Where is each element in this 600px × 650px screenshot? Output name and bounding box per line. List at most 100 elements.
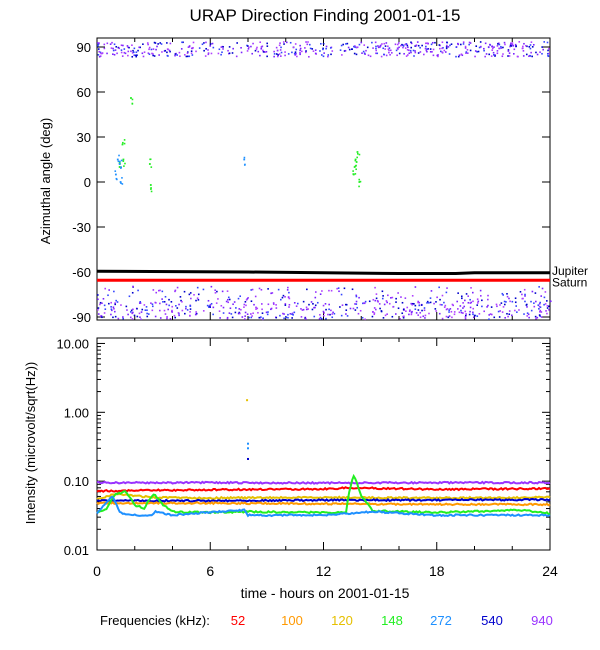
azimuth-band-point (267, 303, 270, 306)
azimuth-band-point (97, 54, 100, 56)
azimuth-band-point (386, 301, 388, 304)
azimuth-band-point (487, 304, 489, 307)
azimuth-band-point (539, 51, 541, 53)
azimuth-band-point (441, 294, 444, 297)
azimuth-band-point (501, 311, 504, 313)
azimuth-band-point (444, 51, 447, 53)
azimuth-band-point (363, 52, 366, 55)
azimuth-band-point (257, 50, 260, 53)
azimuth-band-point (531, 55, 533, 58)
azimuth-band-point (346, 315, 349, 317)
azimuth-band-point (287, 296, 290, 299)
azimuth-band-point (451, 316, 453, 319)
azimuth-band-point (112, 53, 114, 56)
azimuth-band-point (464, 45, 467, 48)
azimuth-band-point (232, 47, 234, 50)
azimuth-band-point (165, 303, 168, 306)
azimuth-band-point (514, 309, 516, 312)
azimuth-band-point (258, 287, 261, 290)
azimuth-band-point (220, 46, 223, 48)
azimuth-band-point (484, 55, 486, 58)
legend-item-148: 148 (381, 613, 403, 628)
azimuth-point (115, 177, 118, 180)
azimuth-band-point (507, 55, 509, 57)
azimuth-band-point (247, 45, 249, 47)
azimuth-band-point (378, 303, 381, 305)
azimuth-band-point (225, 300, 228, 303)
azimuth-point (121, 183, 124, 185)
azimuth-band-point (491, 49, 494, 51)
azimuth-band-point (322, 314, 325, 317)
azimuth-band-point (141, 308, 144, 311)
azimuth-band-point (311, 48, 314, 50)
azimuth-band-point (212, 313, 214, 316)
azimuth-band-point (299, 53, 301, 56)
azimuth-band-point (296, 55, 298, 58)
x-tick-label: 6 (206, 563, 214, 579)
azimuth-band-point (246, 44, 248, 47)
azimuth-band-point (340, 314, 343, 317)
azimuth-point (148, 163, 151, 165)
azimuth-band-point (207, 53, 210, 56)
azimuth-band-point (499, 304, 501, 306)
azimuth-band-point (186, 51, 189, 53)
azimuth-band-point (394, 43, 397, 46)
azimuth-band-point (496, 305, 498, 308)
azimuth-band-point (186, 52, 189, 54)
azimuth-band-point (385, 42, 388, 44)
azimuth-band-point (108, 289, 110, 291)
azimuth-band-point (264, 51, 267, 53)
azimuth-band-point (322, 304, 325, 307)
azimuth-band-point (312, 50, 315, 52)
azimuth-band-point (139, 46, 141, 49)
azimuth-band-point (424, 47, 427, 50)
azimuth-band-point (196, 297, 199, 299)
azimuth-band-point (414, 286, 417, 288)
azimuth-band-point (283, 43, 285, 45)
azimuth-band-point (538, 314, 541, 316)
azimuth-band-point (465, 293, 468, 295)
azimuth-band-point (539, 306, 542, 309)
azimuth-band-point (135, 54, 137, 57)
legend-item-100: 100 (281, 613, 303, 628)
azimuth-band-point (210, 285, 213, 288)
azimuth-band-point (232, 303, 234, 306)
azimuth-band-point (152, 52, 154, 55)
azimuth-band-point (276, 55, 279, 58)
azimuth-band-point (402, 316, 405, 319)
azimuth-band-point (314, 306, 316, 309)
azimuth-point (119, 181, 122, 183)
azimuth-band-point (493, 46, 495, 48)
azimuth-band-point (211, 42, 214, 45)
azimuth-band-point (275, 46, 278, 49)
azimuth-band-point (131, 44, 133, 47)
azimuth-band-point (351, 288, 354, 291)
azimuth-band-point (537, 304, 540, 306)
azimuth-band-point (185, 305, 187, 308)
azimuth-band-point (137, 289, 139, 292)
intensity-point (246, 399, 249, 402)
azimuth-band-point (179, 55, 181, 58)
azimuth-band-point (331, 50, 334, 52)
azimuth-band-point (441, 47, 443, 50)
azimuth-band-point (161, 290, 164, 293)
azimuth-band-point (146, 309, 148, 312)
azimuth-band-point (322, 42, 325, 45)
azimuth-band-point (411, 303, 414, 306)
azimuth-band-point (169, 50, 171, 53)
azimuth-point (243, 156, 246, 159)
azimuth-band-point (382, 47, 385, 50)
azimuth-band-point (508, 313, 511, 316)
azimuth-band-point (417, 301, 419, 304)
azimuth-band-point (526, 306, 528, 308)
azimuth-band-point (347, 46, 350, 49)
azimuth-band-point (286, 289, 289, 291)
azimuth-band-point (97, 42, 99, 44)
azimuth-point (122, 160, 125, 162)
azimuth-band-point (207, 52, 210, 54)
azimuth-band-point (492, 51, 495, 54)
azimuth-band-point (465, 313, 467, 315)
legend-item-940: 940 (531, 613, 553, 628)
azimuth-band-point (140, 318, 142, 321)
azimuth-band-point (355, 303, 358, 305)
